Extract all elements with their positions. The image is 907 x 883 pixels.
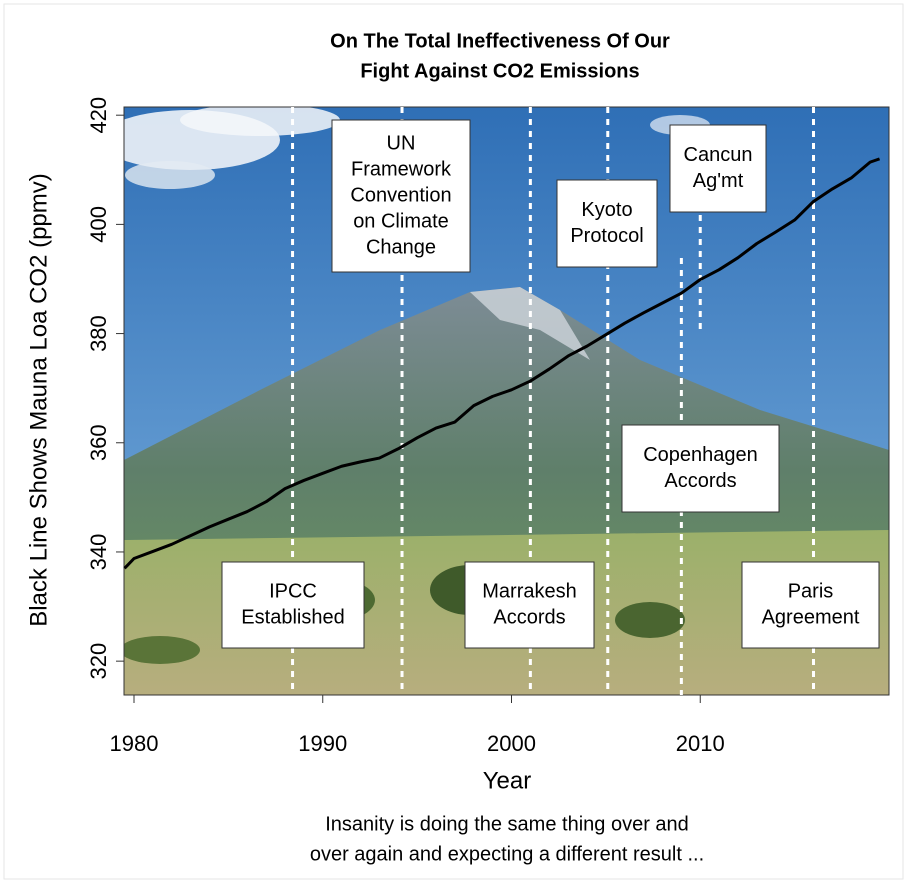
annotation-box [669,124,767,213]
annotation-text: Change [366,236,436,258]
annotation-text: Established [241,606,344,628]
annotation-box [556,179,658,268]
data-line [123,157,881,570]
y-tick-label: 340 [86,534,111,571]
y-tick-label: 420 [86,97,111,134]
y-tick-label: 400 [86,206,111,243]
y-tick-label: 360 [86,424,111,461]
annotation-text: Agreement [762,606,860,628]
x-tick-label: 2010 [676,731,725,756]
annotation-box [464,561,595,649]
x-tick-label: 2000 [487,731,536,756]
annotation-text: Accords [664,470,736,492]
annotation-box [331,119,471,273]
chart-title: Fight Against CO2 Emissions [360,60,639,82]
y-tick-label: 380 [86,315,111,352]
annotation-text: Convention [350,184,451,206]
x-axis-label: Year [483,767,532,794]
annotation-text: Ag'mt [693,170,744,192]
chart-title: On The Total Ineffectiveness Of Our [330,30,670,52]
annotation-text: IPCC [269,580,317,602]
annotation-text: Framework [351,158,452,180]
annotation-text: on Climate [353,210,449,232]
annotation-text: Protocol [570,225,643,247]
annotation-text: UN [387,132,416,154]
annotation-box [221,561,365,649]
annotation-text: Paris [788,580,834,602]
annotation-text: Kyoto [581,199,632,221]
plot-border [123,106,890,696]
annotation-text: Accords [493,606,565,628]
caption: Insanity is doing the same thing over an… [325,813,689,835]
caption: over again and expecting a different res… [310,843,704,865]
annotation-text: Copenhagen [643,444,758,466]
x-tick-label: 1980 [110,731,159,756]
y-axis-label: Black Line Shows Mauna Loa CO2 (ppmv) [25,173,52,627]
annotation-text: Cancun [684,144,753,166]
x-tick-label: 1990 [298,731,347,756]
annotation-box [741,561,880,649]
y-tick-label: 320 [86,643,111,680]
annotation-text: Marrakesh [482,580,576,602]
annotation-box [621,424,780,513]
